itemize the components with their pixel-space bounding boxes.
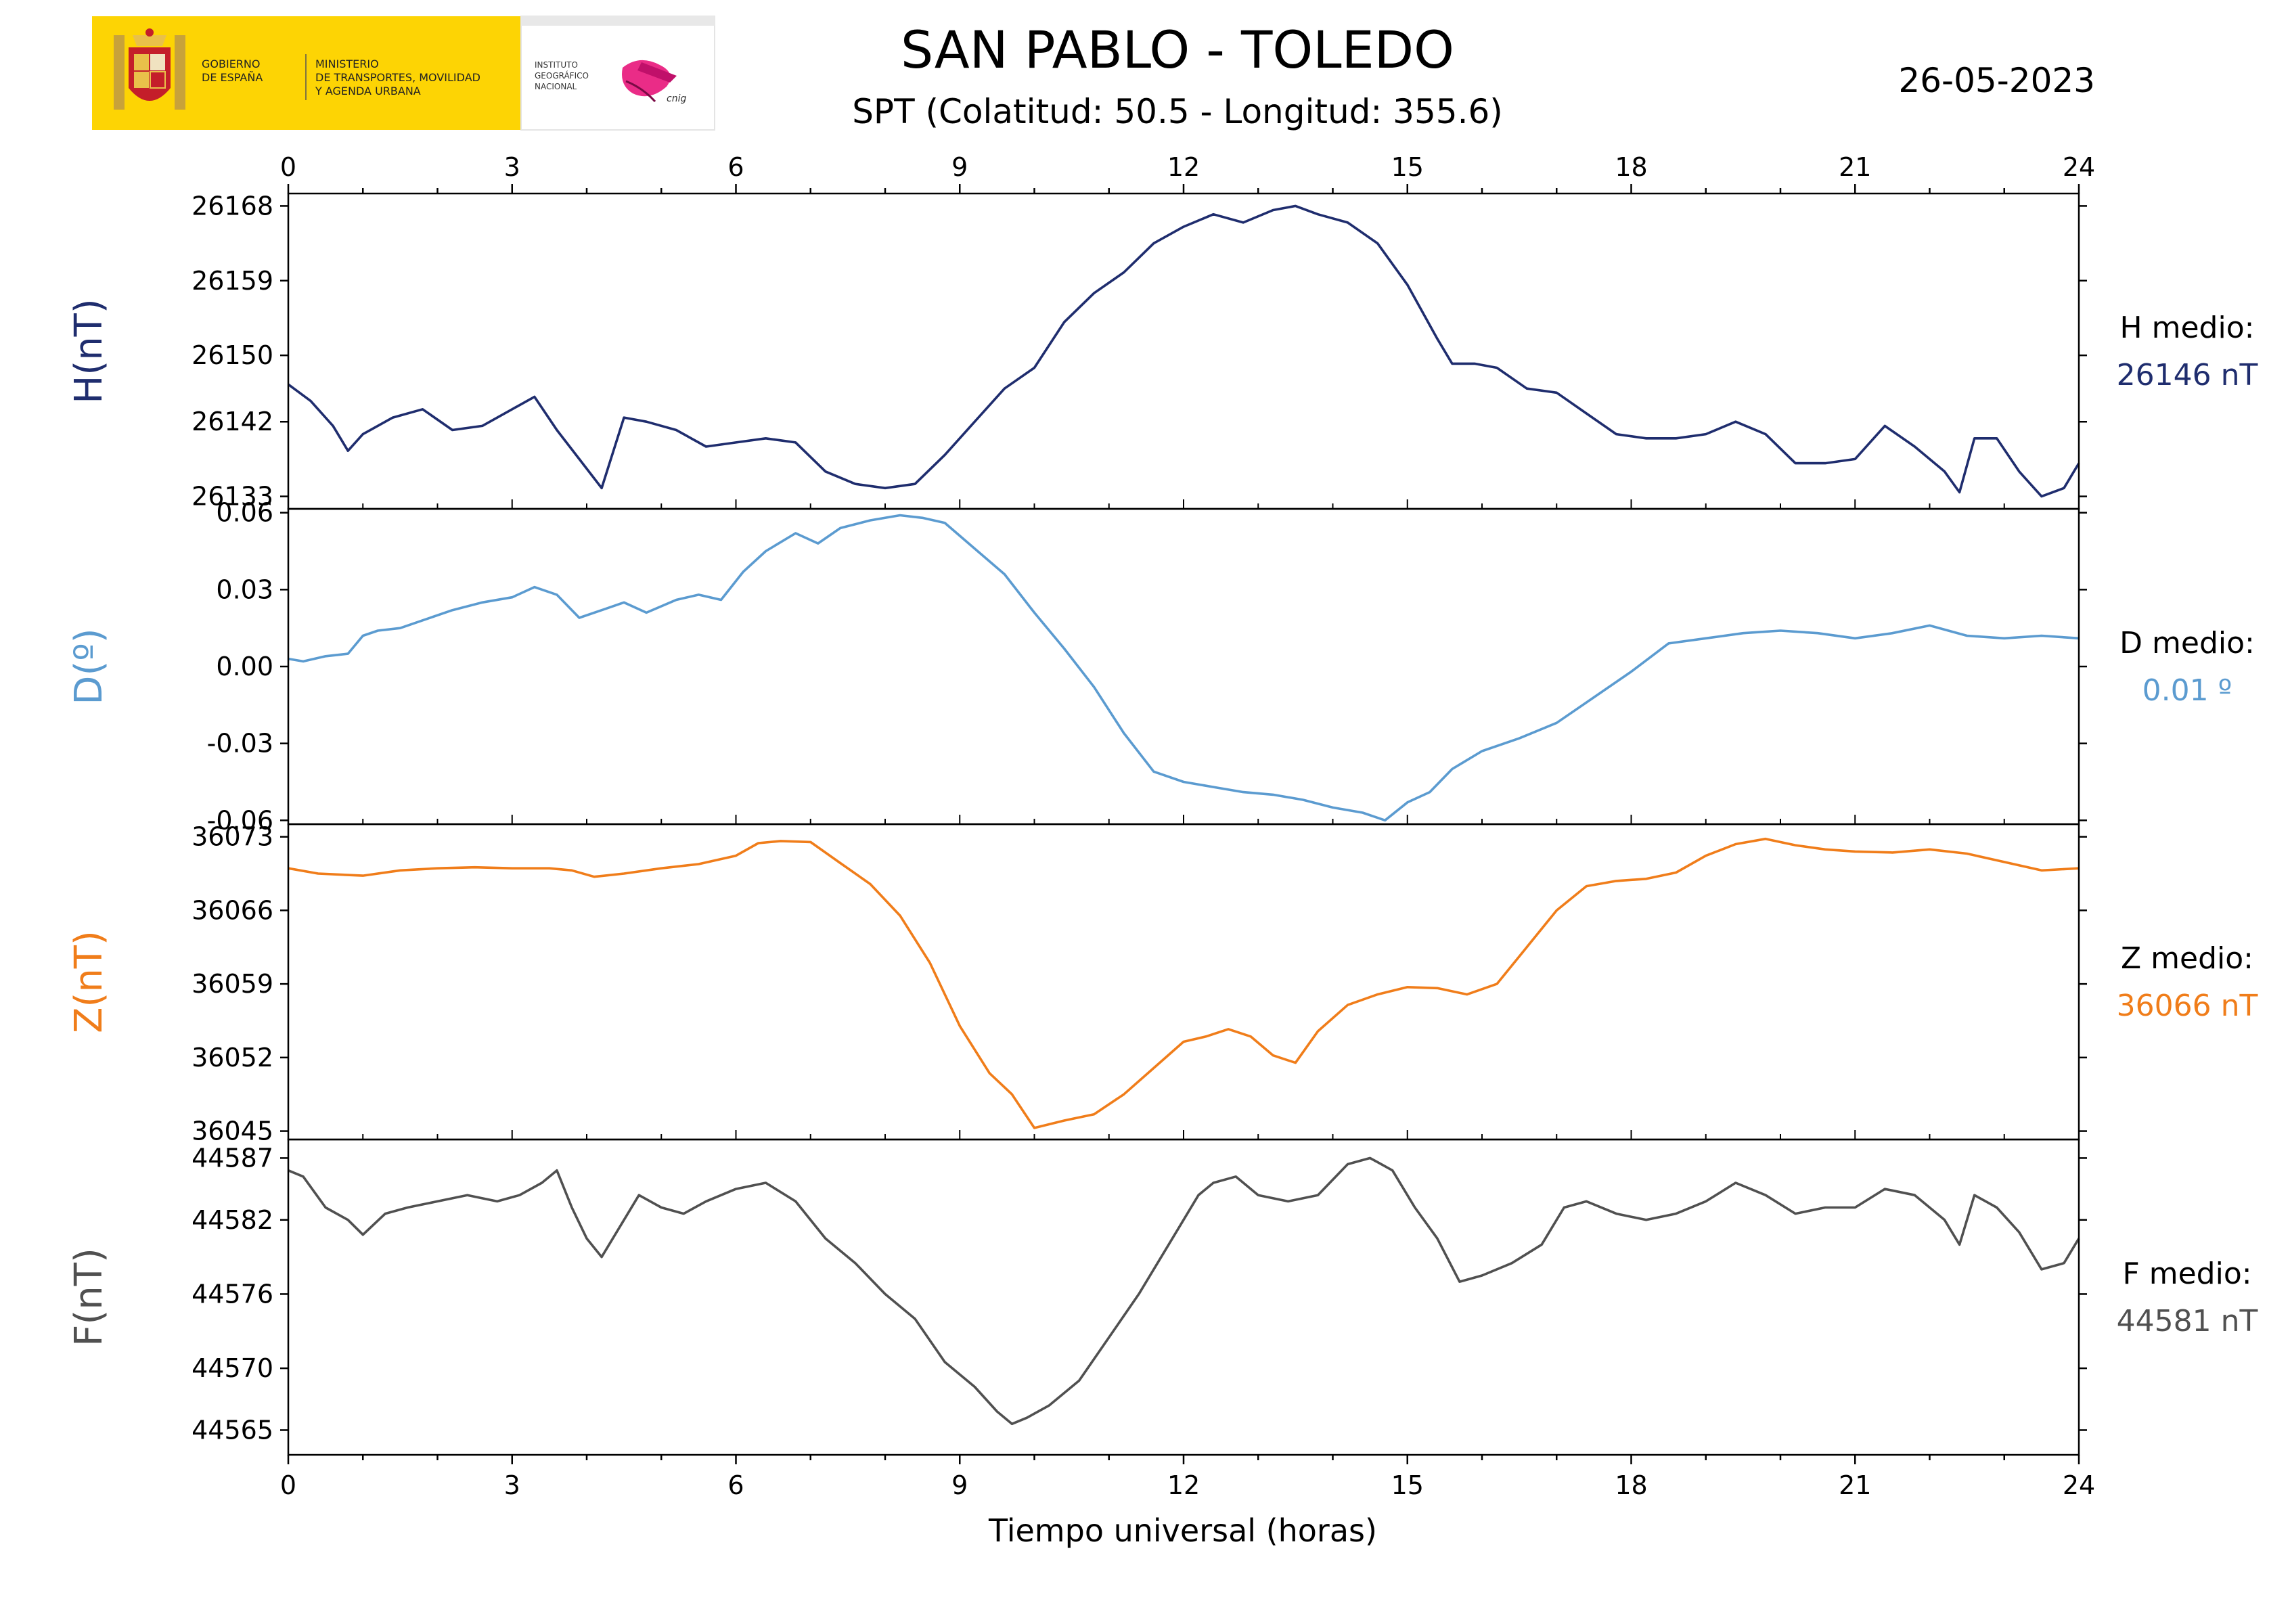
ign-line-1: INSTITUTO — [535, 60, 578, 70]
chart-date: 26-05-2023 — [1898, 61, 2095, 100]
mean-label-h: H medio: — [2120, 311, 2255, 345]
mean-value-f: 44581 nT — [2117, 1304, 2258, 1338]
ign-line-2: GEOGRÁFICO — [535, 70, 589, 81]
x-tick-label-top: 24 — [2063, 152, 2095, 182]
ign-line-3: NACIONAL — [535, 82, 577, 91]
panel-d: -0.06 -0.03 0.00 0.03 0.06 D(º) D medio: 0.01 º — [67, 498, 2255, 836]
x-tick-label-bottom: 12 — [1167, 1470, 1200, 1500]
x-tick-label-bottom: 6 — [727, 1470, 744, 1500]
y-tick-label: -0.03 — [207, 729, 273, 759]
logo-block: GOBIERNO DE ESPAÑA MINISTERIO DE TRANSPO… — [92, 16, 715, 131]
y-axis-label-z: Z(nT) — [67, 930, 111, 1033]
mean-value-z: 36066 nT — [2117, 989, 2258, 1023]
x-tick-label-top: 15 — [1391, 152, 1424, 182]
x-tick-label-top: 6 — [727, 152, 744, 182]
ministerio-line-1: MINISTERIO — [315, 58, 379, 70]
x-tick-label-top: 12 — [1167, 152, 1200, 182]
x-tick-label-top: 9 — [951, 152, 968, 182]
y-tick-label: 44570 — [192, 1353, 273, 1383]
x-tick-label-top: 0 — [280, 152, 296, 182]
y-tick-label: 36052 — [192, 1043, 273, 1073]
mean-value-h: 26146 nT — [2117, 358, 2258, 392]
x-tick-label-top: 18 — [1615, 152, 1647, 182]
y-tick-label: 44582 — [192, 1205, 273, 1235]
y-tick-label: 26159 — [192, 266, 273, 296]
x-tick-label-bottom: 9 — [951, 1470, 968, 1500]
mean-label-d: D medio: — [2119, 626, 2255, 660]
mean-value-d: 0.01 º — [2142, 673, 2232, 708]
panel-z: 36045 36052 36059 36066 36073 Z(nT) Z medio: 36… — [67, 822, 2258, 1146]
y-axis-label-h: H(nT) — [67, 298, 111, 404]
cnig-text: cnig — [667, 93, 686, 104]
y-tick-label: 36059 — [192, 969, 273, 999]
x-tick-label-top: 3 — [504, 152, 520, 182]
spain-coat-of-arms-icon — [114, 28, 185, 110]
series-line-f — [288, 1156, 2080, 1426]
panel-frame-z — [287, 823, 2080, 1141]
ministerio-line-3: Y AGENDA URBANA — [315, 85, 421, 97]
x-tick-label-bottom: 21 — [1839, 1470, 1871, 1500]
y-tick-label: 36073 — [192, 822, 273, 852]
y-tick-label: 44565 — [192, 1415, 273, 1445]
y-tick-label: -0.06 — [207, 805, 273, 835]
gobierno-line-2: DE ESPAÑA — [202, 71, 263, 84]
x-tick-label-top: 21 — [1839, 152, 1871, 182]
chart-title: SAN PABLO - TOLEDO — [901, 20, 1454, 80]
y-tick-label: 26168 — [192, 191, 273, 221]
x-tick-label-bottom: 0 — [280, 1470, 296, 1500]
y-tick-label: 0.06 — [216, 498, 273, 528]
y-tick-label: 0.03 — [216, 574, 273, 604]
panels: 26133 26142 26150 26159 26168 H(nT) H medio: 26… — [67, 191, 2258, 1456]
ministerio-line-2: DE TRANSPORTES, MOVILIDAD — [315, 71, 480, 84]
x-tick-label-bottom: 24 — [2063, 1470, 2095, 1500]
mean-label-z: Z medio: — [2121, 941, 2253, 976]
panel-frame-h — [287, 192, 2080, 510]
panel-f: 44565 44570 44576 44582 44587 F(nT) F medio: 44… — [67, 1138, 2258, 1456]
y-axis-label-d: D(º) — [67, 628, 111, 704]
y-tick-label: 36045 — [192, 1116, 273, 1146]
y-tick-label: 26142 — [192, 407, 273, 436]
y-tick-label: 0.00 — [216, 652, 273, 681]
series-line-z — [288, 837, 2080, 1129]
x-tick-label-bottom: 15 — [1391, 1470, 1424, 1500]
ign-logo-background — [520, 16, 715, 131]
x-tick-label-bottom: 18 — [1615, 1470, 1647, 1500]
series-line-d — [288, 514, 2080, 822]
panel-frame-f — [287, 1138, 2080, 1456]
x-axis-label: Tiempo universal (horas) — [988, 1512, 1377, 1549]
mean-label-f: F medio: — [2122, 1257, 2251, 1291]
x-axis-top: 0 3 6 9 12 15 18 21 24 — [280, 152, 2095, 194]
panel-h: 26133 26142 26150 26159 26168 H(nT) H medio: 26… — [67, 191, 2258, 511]
y-tick-label: 44576 — [192, 1279, 273, 1309]
y-axis-label-f: F(nT) — [67, 1248, 111, 1347]
ign-logo-top-band — [521, 16, 715, 26]
x-tick-label-bottom: 3 — [504, 1470, 520, 1500]
y-tick-label: 36066 — [192, 895, 273, 925]
y-tick-label: 26150 — [192, 340, 273, 370]
cnig-brush-icon — [622, 60, 677, 103]
x-axis-bottom: 0 3 6 9 12 15 18 21 24 — [280, 1455, 2095, 1500]
chart-subtitle: SPT (Colatitud: 50.5 - Longitud: 355.6) — [852, 92, 1503, 131]
gobierno-line-1: GOBIERNO — [202, 58, 260, 70]
panel-frame-d — [287, 508, 2080, 826]
series-line-h — [287, 204, 2080, 498]
y-tick-label: 44587 — [192, 1143, 273, 1173]
y-tick-label: 26133 — [192, 482, 273, 512]
